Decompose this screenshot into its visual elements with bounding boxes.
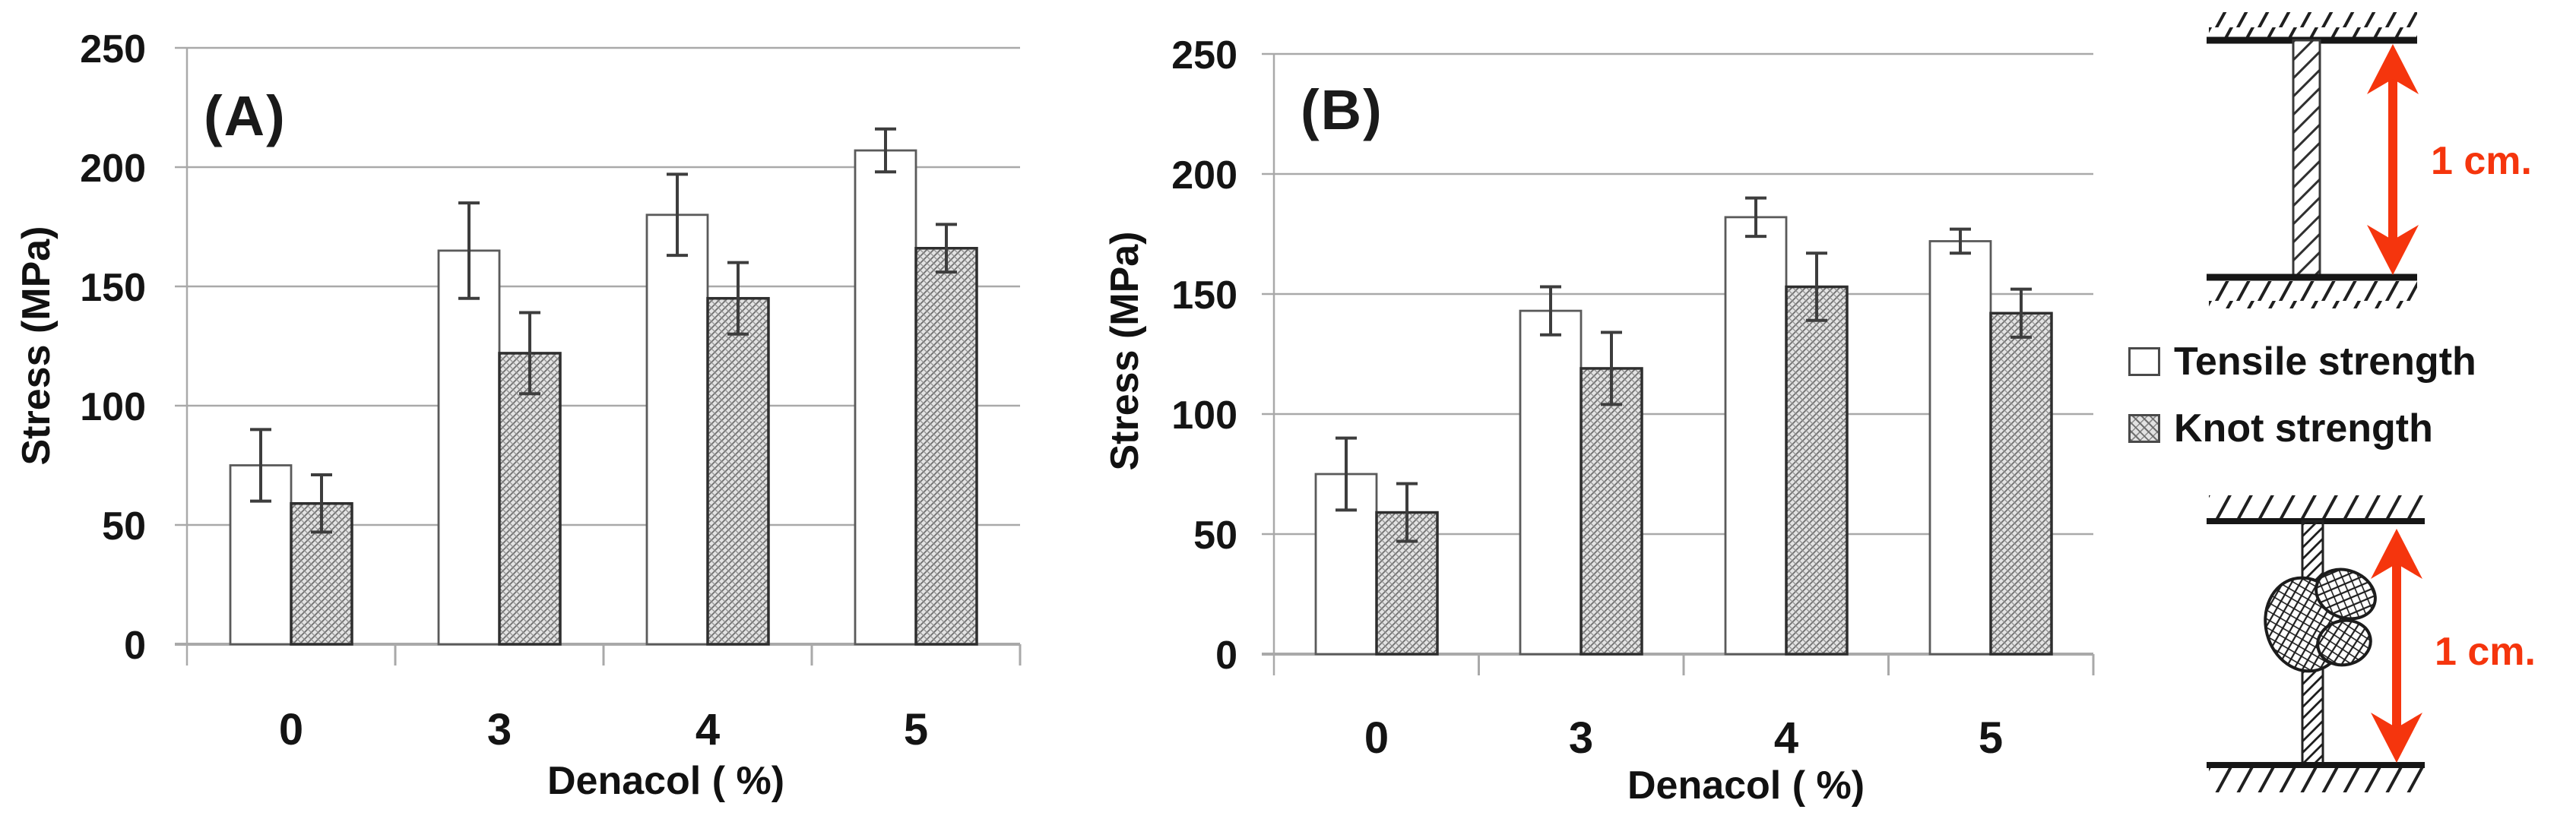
legend-item-knot: Knot strength (2128, 401, 2476, 456)
x-tick-label: 4 (1774, 713, 1798, 763)
straight-specimen-length-label: 1 cm. (2431, 139, 2532, 183)
bottom-grip-hatch (2209, 281, 2417, 308)
fiber-strip-hatch (2293, 40, 2320, 277)
y-tick-label: 200 (80, 147, 146, 191)
y-tick-label: 100 (1171, 394, 1237, 438)
legend: Tensile strength Knot strength (2128, 334, 2476, 468)
x-tick-label: 5 (1979, 713, 2003, 763)
length-arrow-icon (2367, 44, 2419, 275)
y-tick-label: 150 (80, 266, 146, 310)
y-tick-label: 100 (80, 385, 146, 429)
y-tick-label: 50 (102, 504, 146, 549)
tensile-strength-bar (1519, 309, 1583, 656)
y-tick-label: 0 (124, 624, 146, 668)
panel-b-label: (B) (1301, 78, 1383, 141)
tensile-strength-bar (1928, 240, 1992, 656)
knot-strength-bar (498, 352, 562, 646)
chart-b-x-axis-title: Denacol ( %) (1627, 764, 1865, 808)
knot-strength-bar (706, 296, 770, 646)
knotted-specimen-diagram (2207, 495, 2426, 792)
x-tick-label: 0 (279, 705, 303, 754)
y-tick-label: 150 (1171, 273, 1237, 318)
x-tick-label: 3 (1569, 713, 1593, 763)
knot-strength-bar (1580, 367, 1643, 656)
y-tick-label: 250 (1171, 33, 1237, 77)
legend-item-tensile: Tensile strength (2128, 334, 2476, 389)
x-tick-label: 3 (487, 705, 512, 754)
x-tick-label: 0 (1364, 713, 1389, 763)
chart-a-x-axis-title: Denacol ( %) (547, 759, 785, 803)
top-grip-hatch (2209, 12, 2417, 38)
knot-swatch-icon (2128, 414, 2160, 443)
top-grip-hatch (2209, 495, 2426, 518)
y-tick-label: 250 (80, 27, 146, 71)
x-tick-label: 4 (695, 705, 720, 754)
x-tick-label: 5 (904, 705, 928, 754)
length-arrow-icon (2371, 529, 2422, 763)
chart-a-y-axis-title: Stress (MPa) (14, 226, 59, 466)
panel-a-label: (A) (204, 84, 287, 147)
y-tick-label: 200 (1171, 153, 1237, 198)
tensile-swatch-icon (2128, 347, 2160, 376)
y-tick-label: 0 (1215, 634, 1237, 678)
tensile-strength-bar (437, 249, 501, 646)
legend-label-tensile: Tensile strength (2174, 340, 2476, 384)
legend-label-knot: Knot strength (2174, 406, 2433, 451)
y-tick-label: 50 (1193, 514, 1237, 558)
chart-b-y-axis-title: Stress (MPa) (1103, 231, 1147, 471)
knotted-specimen-length-label: 1 cm. (2435, 630, 2536, 674)
straight-specimen-diagram (2207, 12, 2419, 308)
knot-strength-bar (1785, 285, 1849, 656)
bottom-grip-hatch (2209, 768, 2426, 792)
knot-icon (2264, 567, 2377, 673)
